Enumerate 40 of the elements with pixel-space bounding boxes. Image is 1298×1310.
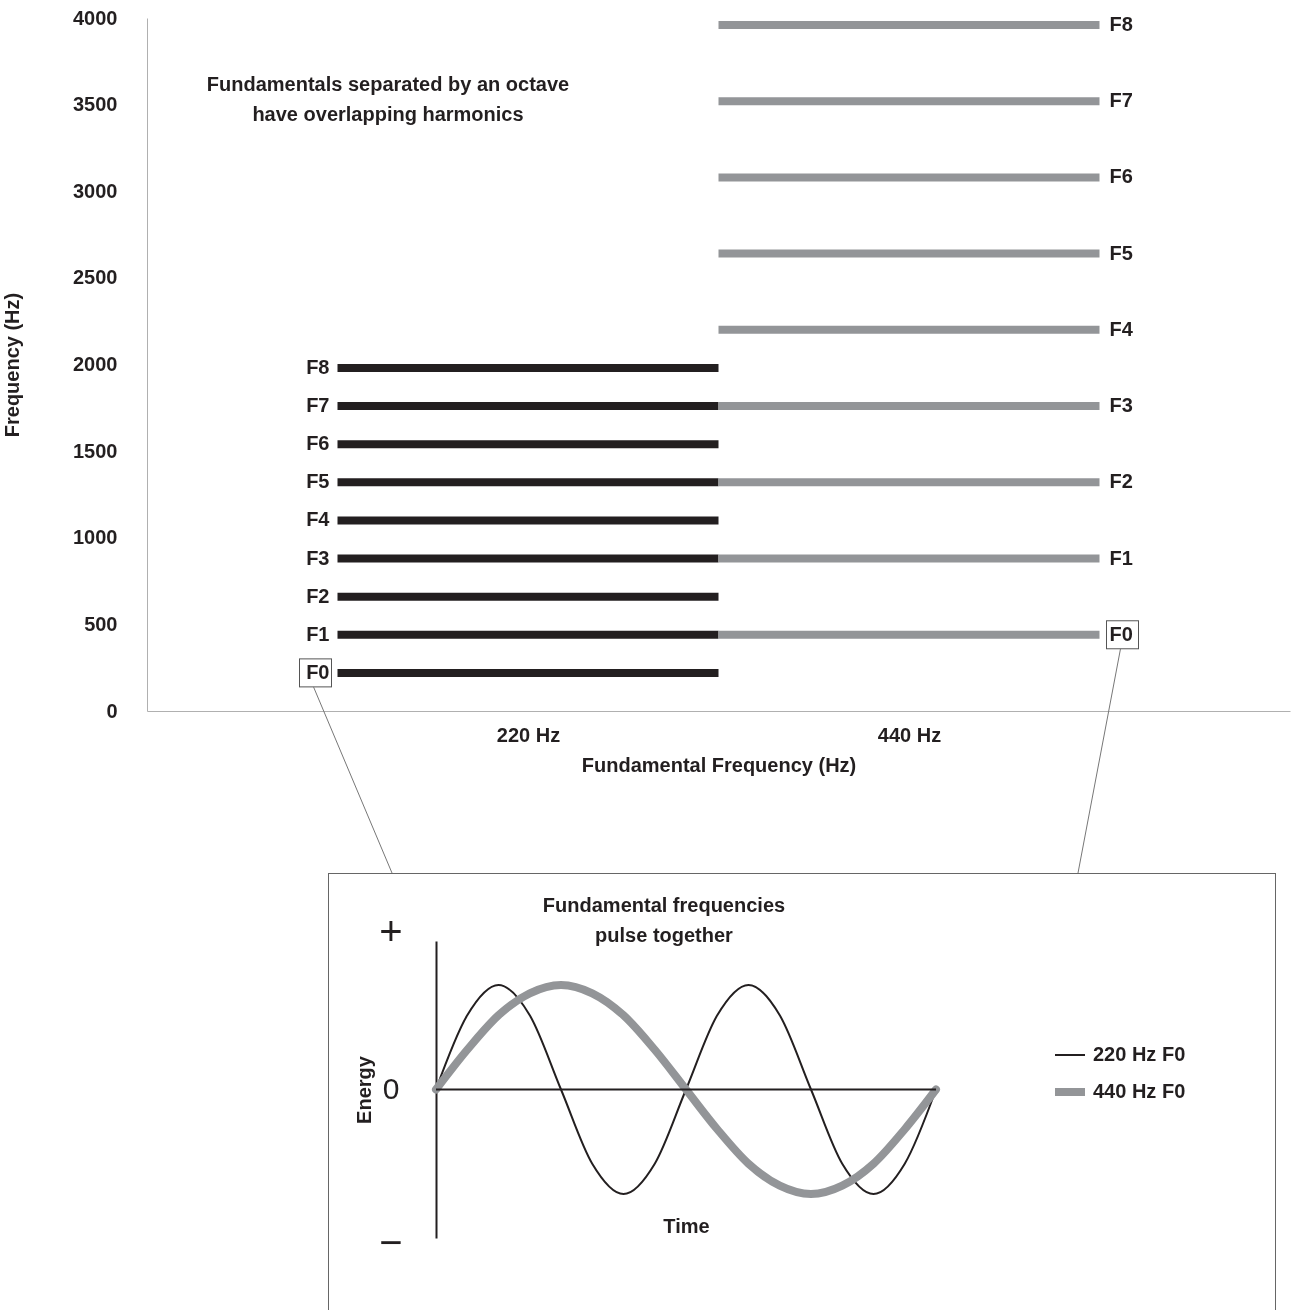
- x-tick-label: 440 Hz: [877, 723, 942, 746]
- data-label: F7: [1109, 89, 1133, 112]
- annotation: Fundamentals separated by an octave have overlapping harmonics: [206, 73, 570, 125]
- y-tick-label: 1000: [73, 526, 118, 549]
- data-label: F7: [306, 394, 330, 417]
- y-axis-title: Energy: [352, 1055, 375, 1124]
- x-axis-title: Time: [663, 1214, 710, 1237]
- data-label: F8: [306, 355, 330, 378]
- data-label: F0: [1109, 622, 1133, 645]
- data-label: F6: [306, 432, 330, 455]
- data-label: F1: [306, 622, 330, 645]
- data-label: F1: [1109, 546, 1133, 569]
- y-tick-label: 2500: [73, 266, 118, 289]
- text: −: [379, 1220, 403, 1264]
- data-label: F2: [1109, 470, 1133, 493]
- y-axis-title: Frequency (Hz): [1, 292, 24, 438]
- text: 0: [382, 1071, 400, 1105]
- legend-label: 220 Hz F0: [1093, 1043, 1186, 1066]
- y-tick-label: 500: [84, 612, 118, 635]
- data-label: F4: [1109, 317, 1134, 340]
- data-label: F6: [1109, 165, 1133, 188]
- y-tick-label: 3500: [73, 93, 118, 116]
- data-label: F4: [306, 508, 331, 531]
- text: +: [379, 909, 403, 953]
- y-tick-label: 3000: [73, 179, 118, 202]
- x-axis-title: Fundamental Frequency (Hz): [581, 753, 857, 776]
- data-label: F2: [306, 584, 330, 607]
- data-label: F8: [1109, 12, 1133, 35]
- y-tick-label: 0: [106, 699, 118, 722]
- data-label: F3: [306, 546, 330, 569]
- y-tick-label: 4000: [73, 6, 118, 29]
- data-label: F5: [306, 470, 330, 493]
- data-label: F5: [1109, 241, 1133, 264]
- y-tick-label: 2000: [73, 353, 118, 375]
- data-label: F3: [1109, 394, 1133, 417]
- data-label: F0: [306, 660, 330, 683]
- chart-title: Fundamental frequencies pulse together: [542, 894, 786, 946]
- legend-label: 440 Hz F0: [1093, 1080, 1186, 1103]
- x-tick-label: 220 Hz: [496, 723, 561, 746]
- y-tick-label: 1500: [73, 439, 118, 462]
